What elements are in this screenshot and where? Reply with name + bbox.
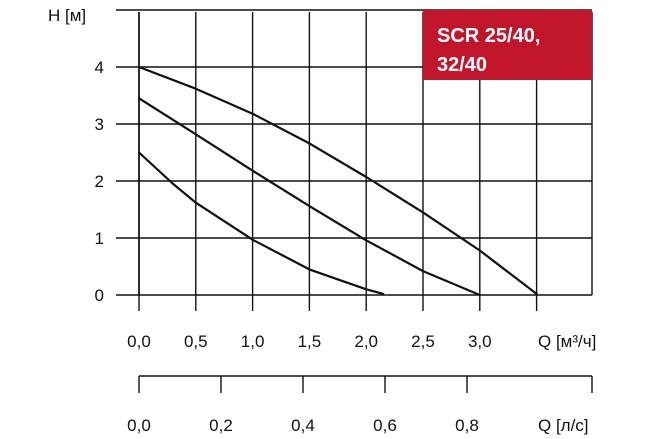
x-axis-m3h: 0,0 0,5 1,0 1,5 2,0 2,5 3,0 [127, 295, 538, 351]
x-axis-label-ls: Q [л/с] [538, 416, 589, 435]
x-axis-ls: 0,0 0,2 0,4 0,6 0,8 [127, 375, 593, 435]
x2-tick-label: 0,6 [373, 416, 397, 435]
y-axis-label: H [м] [48, 6, 86, 25]
x-tick-label: 0,0 [127, 332, 151, 351]
pump-curve-1 [137, 65, 538, 295]
x-tick-label: 1,0 [241, 332, 265, 351]
x2-tick-label: 0,8 [455, 416, 479, 435]
y-axis: 0 1 2 3 4 [95, 9, 140, 305]
y-tick-label: 4 [95, 58, 104, 77]
y-tick-label: 3 [95, 115, 104, 134]
x-tick-label: 1,5 [298, 332, 322, 351]
x-tick-label: 0,5 [184, 332, 208, 351]
y-tick-label: 1 [95, 229, 104, 248]
model-title-box [423, 10, 592, 80]
pump-curve-2 [137, 97, 481, 297]
y-tick-label: 2 [95, 172, 104, 191]
model-title-line1: SCR 25/40, [437, 25, 540, 47]
x2-tick-label: 0,4 [291, 416, 315, 435]
x-tick-label: 2,5 [411, 332, 435, 351]
x2-tick-label: 0,2 [209, 416, 233, 435]
pump-curve-3 [137, 151, 385, 295]
x2-tick-label: 0,0 [127, 416, 151, 435]
pump-curves [137, 65, 538, 297]
y-tick-label: 0 [95, 286, 104, 305]
x-axis-label-m3h: Q [м³/ч] [538, 332, 596, 351]
x-tick-label: 3,0 [468, 332, 492, 351]
model-title-line2: 32/40 [437, 54, 487, 76]
x-tick-label: 2,0 [354, 332, 378, 351]
